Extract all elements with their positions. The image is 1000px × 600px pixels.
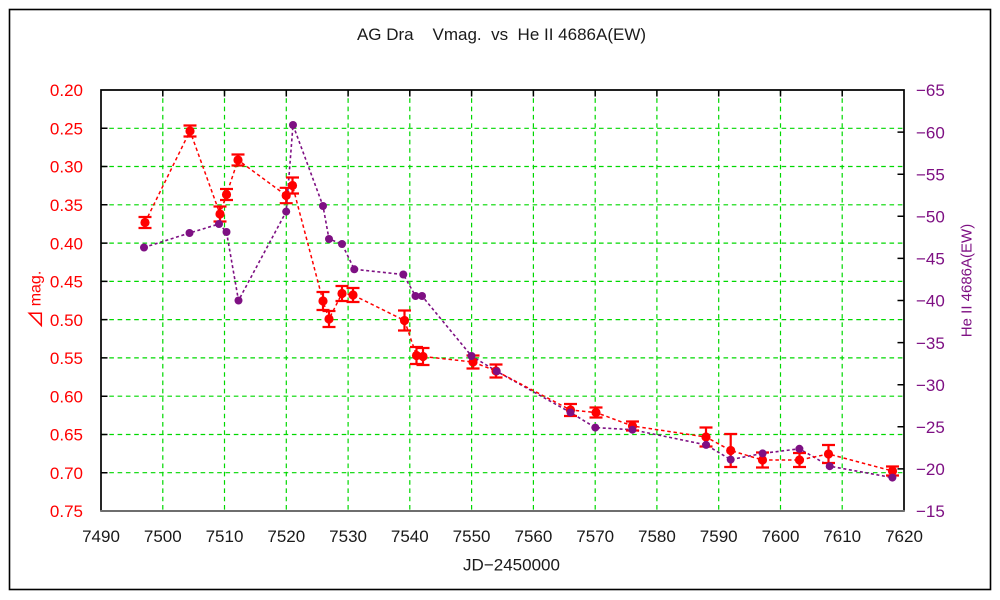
- svg-text:JD−2450000: JD−2450000: [463, 556, 560, 575]
- svg-text:7520: 7520: [267, 527, 305, 546]
- svg-text:mag.: mag.: [28, 271, 45, 307]
- svg-text:7610: 7610: [823, 527, 861, 546]
- svg-text:0.70: 0.70: [50, 464, 83, 483]
- svg-text:7560: 7560: [514, 527, 552, 546]
- svg-text:7570: 7570: [576, 527, 614, 546]
- svg-text:7550: 7550: [453, 527, 491, 546]
- svg-text:−65: −65: [916, 81, 945, 100]
- svg-text:−45: −45: [916, 250, 945, 269]
- svg-text:−35: −35: [916, 334, 945, 353]
- svg-text:−30: −30: [916, 376, 945, 395]
- svg-text:0.25: 0.25: [50, 120, 83, 139]
- svg-text:AG Dra Vmag. vs He II 468: AG Dra Vmag. vs He II 4686A(EW): [357, 25, 646, 44]
- svg-text:0.65: 0.65: [50, 426, 83, 445]
- svg-text:7490: 7490: [82, 527, 120, 546]
- svg-text:0.75: 0.75: [50, 502, 83, 521]
- svg-text:0.50: 0.50: [50, 311, 83, 330]
- svg-text:7600: 7600: [762, 527, 800, 546]
- svg-text:−25: −25: [916, 418, 945, 437]
- svg-text:0.55: 0.55: [50, 349, 83, 368]
- svg-text:0.45: 0.45: [50, 273, 83, 292]
- svg-text:0.30: 0.30: [50, 158, 83, 177]
- svg-text:7500: 7500: [144, 527, 182, 546]
- svg-text:7580: 7580: [638, 527, 676, 546]
- svg-text:−50: −50: [916, 208, 945, 227]
- svg-text:7540: 7540: [391, 527, 429, 546]
- svg-text:−15: −15: [916, 502, 945, 521]
- svg-text:−55: −55: [916, 165, 945, 184]
- svg-text:He II 4686A(EW): He II 4686A(EW): [959, 224, 976, 337]
- svg-text:7530: 7530: [329, 527, 367, 546]
- svg-text:7510: 7510: [206, 527, 244, 546]
- svg-text:−20: −20: [916, 460, 945, 479]
- svg-text:0.40: 0.40: [50, 234, 83, 253]
- svg-text:0.35: 0.35: [50, 196, 83, 215]
- svg-text:0.20: 0.20: [50, 81, 83, 100]
- svg-text:7620: 7620: [885, 527, 923, 546]
- svg-text:−60: −60: [916, 123, 945, 142]
- svg-text:0.60: 0.60: [50, 387, 83, 406]
- svg-text:7590: 7590: [700, 527, 738, 546]
- svg-text:−40: −40: [916, 292, 945, 311]
